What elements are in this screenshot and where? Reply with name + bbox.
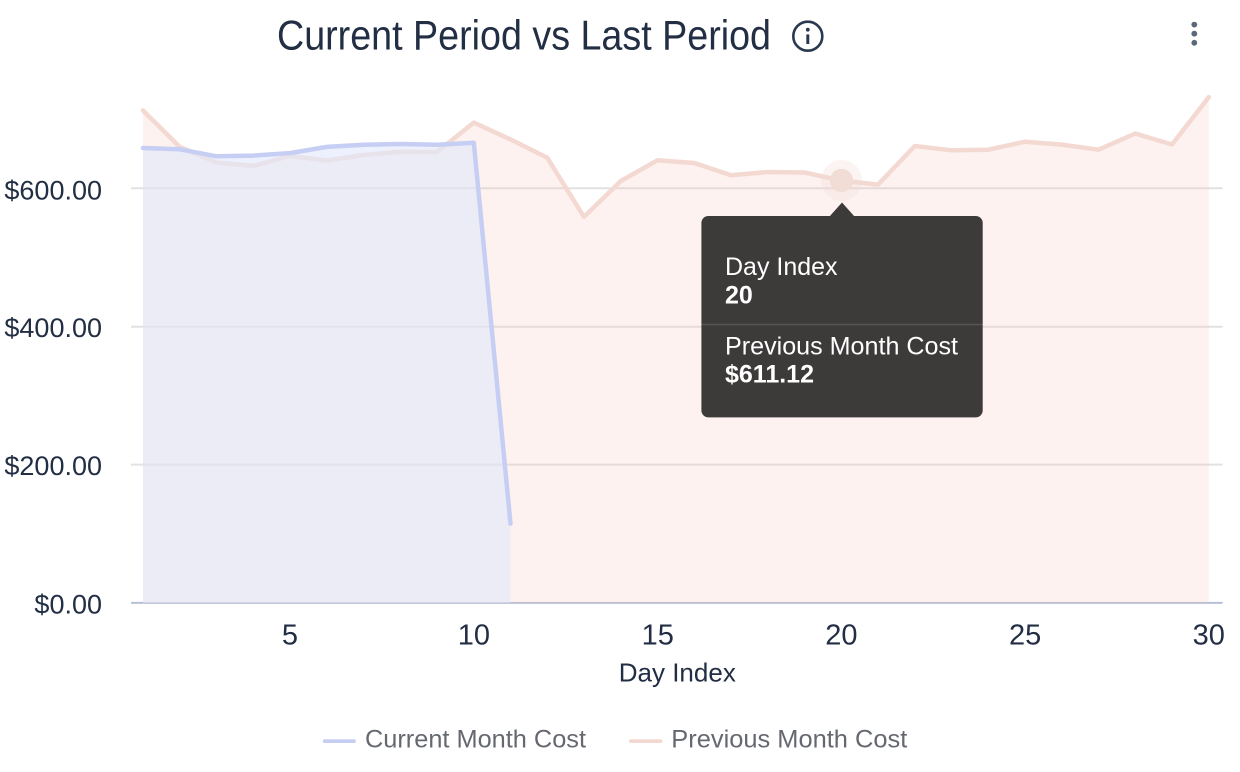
svg-text:$600.00: $600.00 <box>4 176 102 206</box>
svg-text:20: 20 <box>725 281 753 309</box>
svg-text:Day Index: Day Index <box>725 253 838 281</box>
svg-text:Current Period vs Last Period: Current Period vs Last Period <box>277 12 771 59</box>
svg-text:Current Month Cost: Current Month Cost <box>365 726 586 754</box>
svg-text:$0.00: $0.00 <box>34 590 102 620</box>
svg-text:5: 5 <box>282 619 298 651</box>
svg-text:25: 25 <box>1009 619 1041 651</box>
svg-text:$611.12: $611.12 <box>725 360 814 388</box>
svg-text:$400.00: $400.00 <box>4 313 102 343</box>
svg-text:20: 20 <box>825 619 857 651</box>
svg-text:$200.00: $200.00 <box>4 451 102 481</box>
svg-text:15: 15 <box>642 619 674 651</box>
svg-text:10: 10 <box>458 619 490 651</box>
svg-text:30: 30 <box>1193 619 1225 651</box>
svg-text:Previous Month Cost: Previous Month Cost <box>671 726 907 754</box>
svg-text:Previous Month Cost: Previous Month Cost <box>725 333 958 361</box>
svg-text:Day Index: Day Index <box>619 658 736 688</box>
